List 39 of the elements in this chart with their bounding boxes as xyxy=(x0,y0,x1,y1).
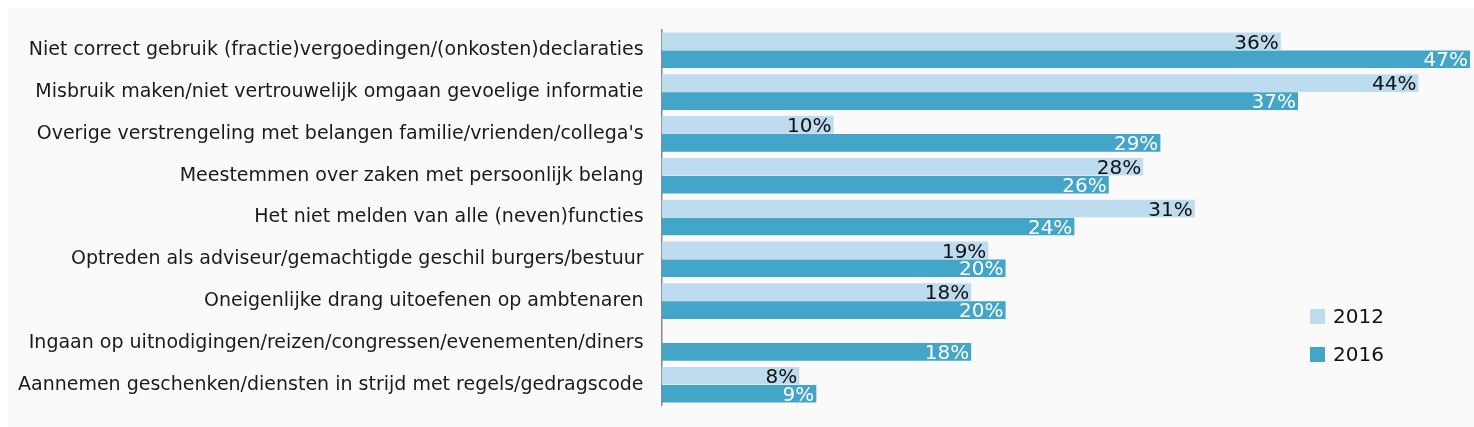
data-label: 47% xyxy=(1423,47,1468,72)
bar xyxy=(661,301,1006,319)
bar xyxy=(661,283,972,301)
data-label: 36% xyxy=(1234,29,1279,54)
bar xyxy=(661,74,1419,92)
bar xyxy=(661,366,800,385)
data-label: 28% xyxy=(1096,154,1142,179)
data-label: 44% xyxy=(1371,71,1417,96)
y-tick-label: Misbruik maken/niet vertrouwelijk omgaan gevoelige informatie xyxy=(35,79,644,102)
y-tick-label: Aannemen geschenken/diensten in strijd met regels/gedragscode xyxy=(17,371,644,394)
data-label: 8% xyxy=(765,363,798,388)
data-label: 24% xyxy=(1027,214,1073,239)
bar xyxy=(661,50,1470,69)
data-label: 29% xyxy=(1113,131,1159,156)
y-tick-label: Het niet melden van alle (neven)functies xyxy=(254,204,644,227)
bar xyxy=(661,134,1161,152)
bar xyxy=(661,92,1298,110)
legend-label: 2016 xyxy=(1333,342,1384,366)
bar xyxy=(661,116,834,134)
bar xyxy=(661,32,1281,51)
y-tick-label: Ingaan op uitnodigingen/reizen/congressen/evenementen/diners xyxy=(28,329,644,352)
bar xyxy=(661,175,1109,194)
y-tick-label: Oneigenlijke drang uitoefenen op ambtenaren xyxy=(204,288,644,311)
y-tick-label: Meestemmen over zaken met persoonlijk belang xyxy=(179,162,644,185)
bar xyxy=(661,199,1195,218)
bar xyxy=(661,217,1075,236)
bar xyxy=(661,157,1144,176)
bar xyxy=(661,241,989,260)
data-label: 31% xyxy=(1148,196,1193,221)
legend-label: 2012 xyxy=(1333,304,1384,328)
y-tick-label: Niet correct gebruik (fractie)vergoedingen/(onkosten)declaraties xyxy=(28,37,644,60)
y-tick-label: Overige verstrengeling met belangen familie/vrienden/collega's xyxy=(36,120,644,143)
data-label: 20% xyxy=(959,298,1004,323)
y-tick-label: Optreden als adviseur/gemachtigde geschil burgers/bestuur xyxy=(71,246,644,269)
bar xyxy=(661,343,972,361)
data-label: 10% xyxy=(787,113,832,138)
data-label: 18% xyxy=(924,340,970,365)
bar xyxy=(661,259,1006,278)
data-label: 37% xyxy=(1251,89,1296,114)
